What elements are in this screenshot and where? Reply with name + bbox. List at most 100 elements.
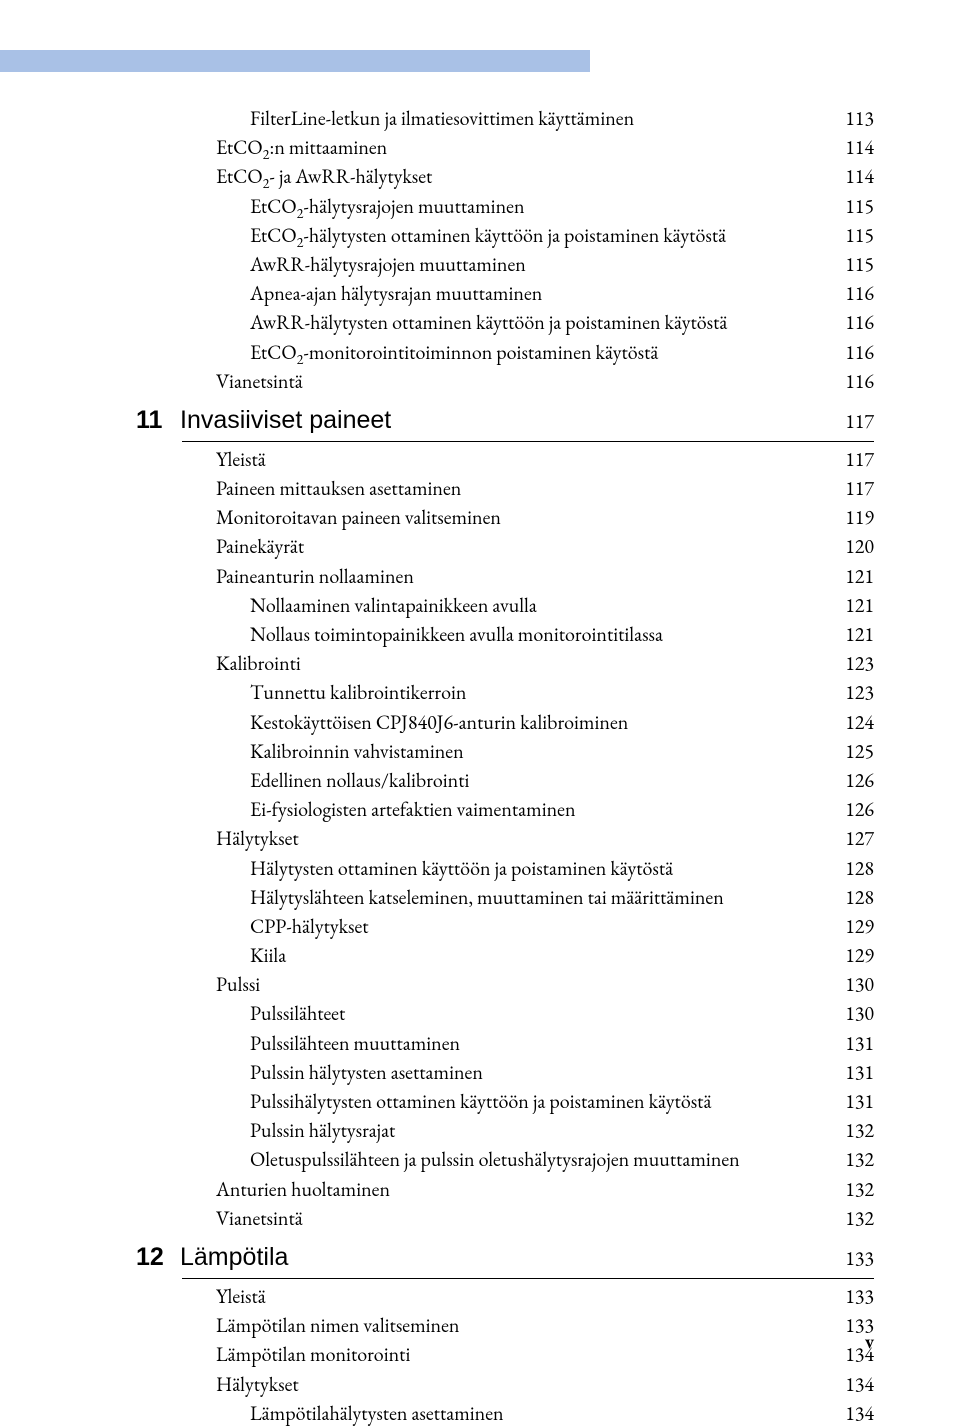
section-11-header: 11 Invasiiviset paineet 117 bbox=[136, 406, 874, 435]
toc-label: Pulssi bbox=[216, 970, 830, 999]
toc-page: 132 bbox=[830, 1116, 874, 1145]
toc-page: 119 bbox=[830, 503, 874, 532]
toc-label: EtCO2- ja AwRR-hälytykset bbox=[216, 162, 830, 191]
toc-page: 116 bbox=[830, 338, 874, 367]
toc-page: 126 bbox=[830, 766, 874, 795]
toc-row: Tunnettu kalibrointikerroin123 bbox=[136, 678, 874, 707]
toc-page: 121 bbox=[830, 591, 874, 620]
toc-row: Hälytykset127 bbox=[136, 824, 874, 853]
toc-page: 130 bbox=[830, 970, 874, 999]
toc-label: Kestokäyttöisen CPJ840J6-anturin kalibro… bbox=[250, 708, 830, 737]
toc-label: Kalibroinnin vahvistaminen bbox=[250, 737, 830, 766]
toc-row: Kestokäyttöisen CPJ840J6-anturin kalibro… bbox=[136, 708, 874, 737]
toc-page: 123 bbox=[830, 649, 874, 678]
toc-label: Vianetsintä bbox=[216, 367, 830, 396]
toc-label: CPP-hälytykset bbox=[250, 912, 830, 941]
toc-row: EtCO2-monitorointitoiminnon poistaminen … bbox=[136, 338, 874, 367]
toc-label: Lämpötilan monitorointi bbox=[216, 1340, 830, 1369]
toc-label: Edellinen nollaus/kalibrointi bbox=[250, 766, 830, 795]
toc-row: EtCO2:n mittaaminen114 bbox=[136, 133, 874, 162]
toc-label: Paineanturin nollaaminen bbox=[216, 562, 830, 591]
toc-page: 128 bbox=[830, 854, 874, 883]
toc-page: 131 bbox=[830, 1029, 874, 1058]
section-12-header: 12 Lämpötila 133 bbox=[136, 1243, 874, 1272]
section-title: Lämpötila bbox=[180, 1243, 830, 1272]
toc-row: AwRR-hälytysrajojen muuttaminen115 bbox=[136, 250, 874, 279]
section-page: 117 bbox=[830, 408, 874, 434]
toc-row: Pulssilähteet130 bbox=[136, 999, 874, 1028]
toc-row: Vianetsintä116 bbox=[136, 367, 874, 396]
toc-page: 126 bbox=[830, 795, 874, 824]
toc-label: Hälytysten ottaminen käyttöön ja poistam… bbox=[250, 854, 830, 883]
toc-label: Ei-fysiologisten artefaktien vaimentamin… bbox=[250, 795, 830, 824]
toc-label: Pulssin hälytysrajat bbox=[250, 1116, 830, 1145]
section-title: Invasiiviset paineet bbox=[180, 406, 830, 435]
toc-label: Tunnettu kalibrointikerroin bbox=[250, 678, 830, 707]
toc-label: Anturien huoltaminen bbox=[216, 1175, 830, 1204]
toc-label: AwRR-hälytysrajojen muuttaminen bbox=[250, 250, 830, 279]
page-number: v bbox=[865, 1329, 874, 1354]
toc-row: Monitoroitavan paineen valitseminen119 bbox=[136, 503, 874, 532]
toc-label: Yleistä bbox=[216, 1282, 830, 1311]
toc-row: Kiila129 bbox=[136, 941, 874, 970]
toc-label: Apnea-ajan hälytysrajan muuttaminen bbox=[250, 279, 830, 308]
toc-row: Pulssin hälytysrajat132 bbox=[136, 1116, 874, 1145]
toc-page: 115 bbox=[830, 192, 874, 221]
toc-page: 134 bbox=[830, 1399, 874, 1428]
toc-row: Yleistä117 bbox=[136, 445, 874, 474]
toc-row: FilterLine-letkun ja ilmatiesovittimen k… bbox=[136, 104, 874, 133]
toc-row: Vianetsintä132 bbox=[136, 1204, 874, 1233]
toc-row: Hälytysten ottaminen käyttöön ja poistam… bbox=[136, 854, 874, 883]
toc-label: Pulssin hälytysten asettaminen bbox=[250, 1058, 830, 1087]
toc-page: 114 bbox=[830, 133, 874, 162]
toc-page: 116 bbox=[830, 367, 874, 396]
toc-page: 123 bbox=[830, 678, 874, 707]
toc-label: Monitoroitavan paineen valitseminen bbox=[216, 503, 830, 532]
toc-page: 124 bbox=[830, 708, 874, 737]
toc-label: Vianetsintä bbox=[216, 1204, 830, 1233]
toc-label: Pulssihälytysten ottaminen käyttöön ja p… bbox=[250, 1087, 830, 1116]
toc-page: 117 bbox=[830, 474, 874, 503]
toc-row: Pulssihälytysten ottaminen käyttöön ja p… bbox=[136, 1087, 874, 1116]
toc-label: Kalibrointi bbox=[216, 649, 830, 678]
toc-page: 129 bbox=[830, 941, 874, 970]
toc-page: 115 bbox=[830, 221, 874, 250]
section-page: 133 bbox=[830, 1245, 874, 1271]
page: FilterLine-letkun ja ilmatiesovittimen k… bbox=[0, 0, 960, 1398]
toc-label: Yleistä bbox=[216, 445, 830, 474]
toc-section-11-rows: Yleistä117Paineen mittauksen asettaminen… bbox=[136, 445, 874, 1233]
toc-page: 131 bbox=[830, 1087, 874, 1116]
toc-row: Edellinen nollaus/kalibrointi126 bbox=[136, 766, 874, 795]
toc-page: 114 bbox=[830, 162, 874, 191]
toc-label: Hälytyslähteen katseleminen, muuttaminen… bbox=[250, 883, 830, 912]
toc-label: Paineen mittauksen asettaminen bbox=[216, 474, 830, 503]
toc-page: 132 bbox=[830, 1175, 874, 1204]
toc-row: AwRR-hälytysten ottaminen käyttöön ja po… bbox=[136, 308, 874, 337]
toc-page: 127 bbox=[830, 824, 874, 853]
toc-label: Painekäyrät bbox=[216, 532, 830, 561]
toc-row: Lämpötilan monitorointi134 bbox=[136, 1340, 874, 1369]
toc-row: Painekäyrät120 bbox=[136, 532, 874, 561]
toc-page: 125 bbox=[830, 737, 874, 766]
toc-page: 131 bbox=[830, 1058, 874, 1087]
toc-pre-section: FilterLine-letkun ja ilmatiesovittimen k… bbox=[136, 104, 874, 396]
toc-page: 130 bbox=[830, 999, 874, 1028]
toc-row: Anturien huoltaminen132 bbox=[136, 1175, 874, 1204]
toc-row: CPP-hälytykset129 bbox=[136, 912, 874, 941]
toc-page: 120 bbox=[830, 532, 874, 561]
toc-row: Apnea-ajan hälytysrajan muuttaminen116 bbox=[136, 279, 874, 308]
toc-row: Hälytykset134 bbox=[136, 1370, 874, 1399]
toc-row: Kalibroinnin vahvistaminen125 bbox=[136, 737, 874, 766]
toc-row: EtCO2-hälytysrajojen muuttaminen115 bbox=[136, 192, 874, 221]
toc-row: Lämpötilahälytysten asettaminen134 bbox=[136, 1399, 874, 1428]
toc-row: Kalibrointi123 bbox=[136, 649, 874, 678]
toc-label: Pulssilähteen muuttaminen bbox=[250, 1029, 830, 1058]
toc-label: Lämpötilan nimen valitseminen bbox=[216, 1311, 830, 1340]
toc-label: Pulssilähteet bbox=[250, 999, 830, 1028]
toc-label: Oletuspulssilähteen ja pulssin oletushäl… bbox=[250, 1145, 830, 1174]
toc-label: Lämpötilahälytysten asettaminen bbox=[250, 1399, 830, 1428]
toc-label: EtCO2:n mittaaminen bbox=[216, 133, 830, 162]
toc-page: 132 bbox=[830, 1204, 874, 1233]
toc-row: Hälytyslähteen katseleminen, muuttaminen… bbox=[136, 883, 874, 912]
toc-page: 128 bbox=[830, 883, 874, 912]
